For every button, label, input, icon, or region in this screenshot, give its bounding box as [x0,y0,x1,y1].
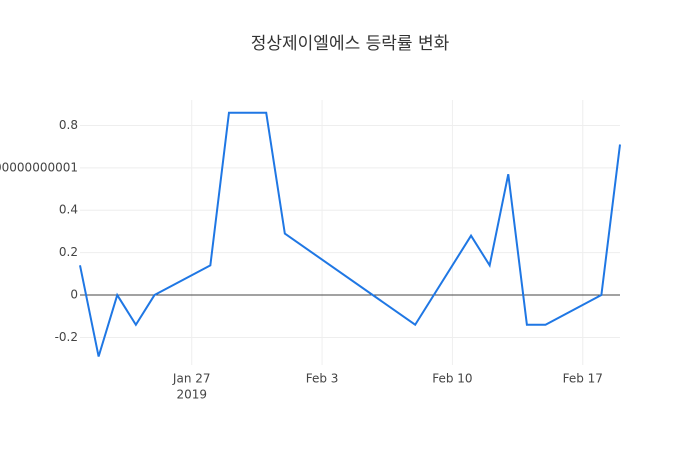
y-tick-label: 0.4 [59,203,78,217]
y-tick-label: 0.6000000000000001 [0,160,78,174]
y-tick-label: 0.2 [59,245,78,259]
x-year-label: 2019 [176,388,207,402]
x-tick-label: Jan 27 [172,372,211,386]
y-tick-label: -0.2 [55,330,78,344]
x-tick-label: Feb 17 [563,372,603,386]
line [79,111,621,357]
x-tick-label: Feb 3 [306,372,339,386]
y-tick-label: 0.8 [59,118,78,132]
chart-title: 정상제이엘에스 등락률 변화 [251,34,450,54]
x-tick-label: Feb 10 [432,372,472,386]
y-tick-label: 0 [70,288,78,302]
